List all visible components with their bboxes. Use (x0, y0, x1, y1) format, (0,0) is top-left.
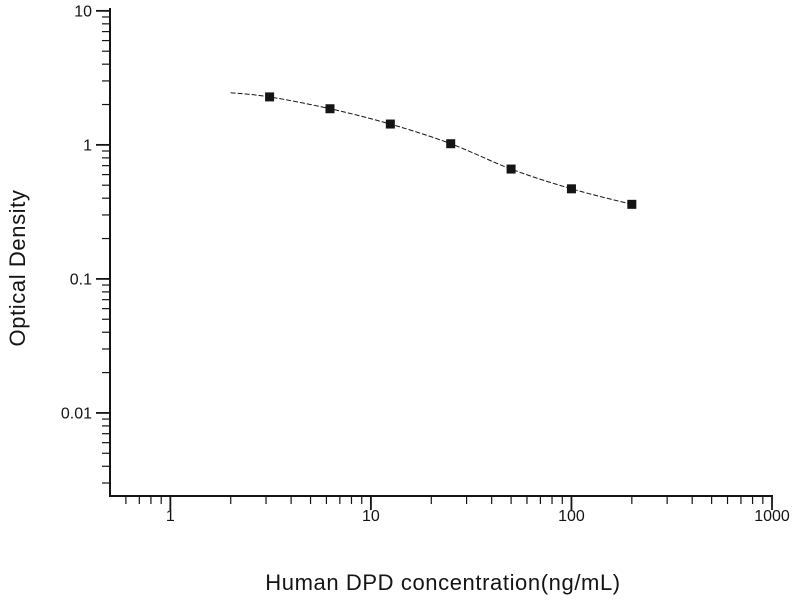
data-point-marker (325, 104, 335, 114)
x-tick-label: 1000 (754, 508, 790, 525)
x-axis-title: Human DPD concentration(ng/mL) (265, 570, 620, 595)
data-point-marker (627, 199, 637, 209)
x-tick-label: 100 (558, 508, 585, 525)
y-tick-label: 0.01 (61, 405, 92, 422)
data-series (230, 92, 637, 209)
x-tick-label: 1 (166, 508, 175, 525)
y-tick-label: 0.1 (70, 271, 92, 288)
y-axis: 10 1 0.1 0.01 (61, 3, 111, 497)
data-point-marker (265, 92, 275, 102)
fit-line (230, 92, 632, 205)
data-point-marker (566, 184, 576, 194)
data-point-marker (506, 164, 516, 174)
x-axis: 1 10 100 1000 (109, 495, 790, 525)
data-point-marker (446, 139, 456, 149)
y-tick-label: 10 (74, 3, 92, 20)
y-tick-label: 1 (83, 137, 92, 154)
data-point-marker (385, 119, 395, 129)
x-tick-label: 10 (362, 508, 380, 525)
y-axis-title: Optical Density (5, 190, 30, 347)
